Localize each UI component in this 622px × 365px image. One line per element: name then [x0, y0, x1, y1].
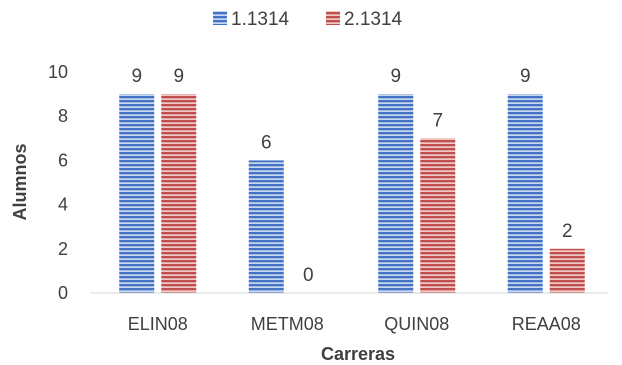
x-category-label: QUIN08	[384, 314, 449, 334]
bar-series-2	[549, 248, 585, 293]
y-tick-label: 4	[58, 195, 68, 215]
y-tick-label: 6	[58, 150, 68, 170]
legend-swatch-2	[326, 11, 340, 25]
bar-data-label: 9	[520, 66, 531, 87]
x-axis-title: Carreras	[321, 344, 395, 364]
bars	[119, 94, 585, 293]
x-axis-categories: ELIN08 METM08 QUIN08 REAA08	[128, 314, 581, 334]
bar-data-label: 0	[303, 265, 314, 286]
bar-data-label: 7	[432, 110, 443, 131]
x-category-label: METM08	[251, 314, 324, 334]
legend-label-2: 2.1314	[344, 9, 403, 30]
data-labels: 9 9 6 0 9 7 9 2	[131, 66, 572, 286]
y-axis-title: Alumnos	[10, 143, 30, 220]
bar-data-label: 9	[131, 66, 142, 87]
y-tick-label: 2	[58, 239, 68, 259]
y-tick-label: 8	[58, 106, 68, 126]
legend: 1.1314 2.1314	[213, 9, 403, 30]
x-category-label: REAA08	[512, 314, 581, 334]
bar-series-1	[378, 94, 414, 293]
y-axis-ticks: 0 2 4 6 8 10	[48, 62, 68, 303]
x-category-label: ELIN08	[128, 314, 188, 334]
bar-series-2	[420, 138, 456, 293]
bar-series-2	[161, 94, 197, 293]
y-tick-label: 10	[48, 62, 68, 82]
bar-series-1	[507, 94, 543, 293]
bar-data-label: 9	[390, 66, 401, 87]
y-tick-label: 0	[58, 283, 68, 303]
bar-series-1	[248, 160, 284, 293]
bar-data-label: 9	[173, 66, 184, 87]
bar-data-label: 6	[261, 132, 272, 153]
bar-series-1	[119, 94, 155, 293]
bar-data-label: 2	[562, 221, 573, 242]
legend-swatch-1	[213, 11, 227, 25]
legend-label-1: 1.1314	[231, 9, 290, 30]
